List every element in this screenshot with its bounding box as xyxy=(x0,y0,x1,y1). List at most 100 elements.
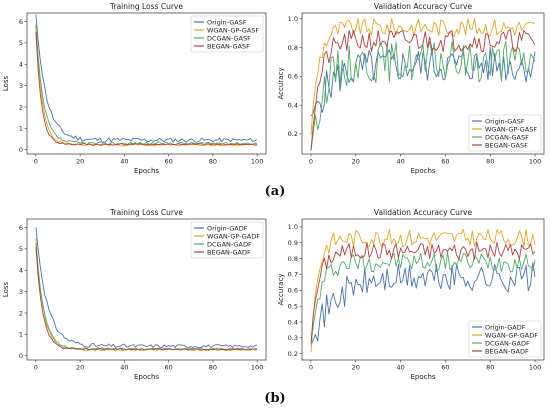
x-tick-label: 100 xyxy=(529,364,541,372)
x-tick-label: 40 xyxy=(120,364,128,372)
x-tick-label: 20 xyxy=(352,364,360,372)
x-tick-label: 0 xyxy=(309,364,313,372)
y-tick-label: 0.9 xyxy=(288,239,298,247)
legend-entry: Origin-GADF xyxy=(207,224,248,232)
y-tick-label: 0.2 xyxy=(288,350,298,358)
y-tick-label: 0.6 xyxy=(288,73,298,81)
legend-entry: WGAN-GP-GADF xyxy=(207,232,260,240)
legend-box xyxy=(468,320,542,358)
x-tick-label: 40 xyxy=(396,364,404,372)
y-tick-label: 4 xyxy=(19,61,23,69)
y-axis-label: Loss xyxy=(2,281,10,297)
legend-box xyxy=(190,15,264,53)
legend-entry: DCGAN-GASF xyxy=(207,34,251,42)
y-tick-label: 3 xyxy=(19,82,23,90)
series-line-origin-gadf xyxy=(310,262,536,347)
legend-entry: BEGAN-GADF xyxy=(207,248,251,256)
x-tick-label: 40 xyxy=(396,158,404,166)
y-tick-label: 0.6 xyxy=(288,287,298,295)
y-tick-label: 2 xyxy=(19,103,23,111)
x-tick-label: 40 xyxy=(120,158,128,166)
x-tick-label: 0 xyxy=(309,158,313,166)
x-tick-label: 20 xyxy=(76,158,84,166)
y-tick-label: 2 xyxy=(19,309,23,317)
legend-entry: Origin-GASF xyxy=(485,117,525,125)
series-line-dcgan-gasf xyxy=(310,40,536,151)
y-tick-label: 0 xyxy=(19,146,23,154)
y-tick-label: 1 xyxy=(19,331,23,339)
y-tick-label: 0 xyxy=(19,352,23,360)
series-line-origin-gasf xyxy=(35,14,258,143)
series-line-began-gadf xyxy=(310,241,536,343)
plot-frame xyxy=(301,12,545,155)
legend-entry: BEGAN-GASF xyxy=(485,141,528,149)
legend-box xyxy=(468,114,542,152)
x-tick-label: 80 xyxy=(209,364,217,372)
legend-entry: WGAN-GP-GASF xyxy=(207,26,259,34)
x-axis-label: Epochs xyxy=(410,373,435,381)
y-axis-label: Loss xyxy=(2,75,10,91)
y-tick-label: 5 xyxy=(19,245,23,253)
validation-accuracy-chart-a: Validation Accuracy Curve 0 20 40 60 80 100 0.2… xyxy=(277,2,545,175)
legend-entry: Origin-GASF xyxy=(207,18,247,26)
x-tick-label: 80 xyxy=(486,364,494,372)
series-line-origin-gadf xyxy=(35,227,258,349)
validation-accuracy-chart-b: Validation Accuracy Curve 0 20 40 60 80 100 0.2… xyxy=(277,208,545,381)
series-line-dcgan-gadf xyxy=(35,242,258,351)
series-line-began-gasf xyxy=(35,31,258,146)
legend-entry: DCGAN-GADF xyxy=(485,339,530,347)
legend-entry: WGAN-GP-GADF xyxy=(485,331,538,339)
series-line-origin-gasf xyxy=(310,46,536,117)
legend-entry: DCGAN-GADF xyxy=(207,240,252,248)
series-line-began-gadf xyxy=(35,246,258,351)
x-tick-label: 80 xyxy=(486,158,494,166)
y-tick-label: 0.5 xyxy=(288,302,298,310)
legend-entry: BEGAN-GASF xyxy=(207,42,250,50)
y-tick-label: 1.0 xyxy=(288,223,298,231)
x-tick-label: 100 xyxy=(529,158,541,166)
y-tick-label: 0.8 xyxy=(288,255,298,263)
x-tick-label: 0 xyxy=(34,158,38,166)
legend-box xyxy=(190,221,264,259)
y-tick-label: 0.3 xyxy=(288,334,298,342)
caption-a: (a) xyxy=(264,184,286,199)
plot-frame xyxy=(26,218,267,361)
y-axis-label: Accuracy xyxy=(277,274,285,306)
x-tick-label: 100 xyxy=(251,364,263,372)
y-tick-label: 6 xyxy=(19,224,23,232)
legend-entry: BEGAN-GADF xyxy=(485,347,529,355)
x-tick-label: 60 xyxy=(441,158,449,166)
chart-title: Validation Accuracy Curve xyxy=(374,2,473,11)
y-tick-label: 0.7 xyxy=(288,271,298,279)
series-line-dcgan-gasf xyxy=(35,25,258,146)
chart-title: Training Loss Curve xyxy=(109,208,183,217)
y-tick-label: 0.4 xyxy=(288,101,298,109)
y-tick-label: 3 xyxy=(19,288,23,296)
x-axis-label: Epochs xyxy=(134,167,159,175)
y-tick-label: 5 xyxy=(19,39,23,47)
y-tick-label: 1.0 xyxy=(288,15,298,23)
x-tick-label: 20 xyxy=(76,364,84,372)
y-tick-label: 6 xyxy=(19,18,23,26)
x-tick-label: 60 xyxy=(164,364,172,372)
legend-entry: Origin-GADF xyxy=(485,323,526,331)
x-axis-label: Epochs xyxy=(410,167,435,175)
y-tick-label: 4 xyxy=(19,267,23,275)
series-line-wgan-gp-gasf xyxy=(310,18,536,136)
x-tick-label: 60 xyxy=(441,364,449,372)
x-tick-label: 0 xyxy=(34,364,38,372)
x-tick-label: 20 xyxy=(352,158,360,166)
training-loss-chart-b: Training Loss Curve 0 20 40 60 80 100 0 1 2 3 4 5 6 Ep… xyxy=(2,208,267,381)
y-tick-label: 0.4 xyxy=(288,318,298,326)
caption-b: (b) xyxy=(264,391,286,406)
x-tick-label: 100 xyxy=(251,158,263,166)
x-tick-label: 80 xyxy=(209,158,217,166)
legend-entry: DCGAN-GASF xyxy=(485,133,529,141)
plot-frame xyxy=(26,12,267,155)
x-tick-label: 60 xyxy=(164,158,172,166)
chart-title: Training Loss Curve xyxy=(109,2,183,11)
chart-title: Validation Accuracy Curve xyxy=(374,208,473,217)
y-axis-label: Accuracy xyxy=(277,68,285,100)
y-tick-label: 0.8 xyxy=(288,44,298,52)
